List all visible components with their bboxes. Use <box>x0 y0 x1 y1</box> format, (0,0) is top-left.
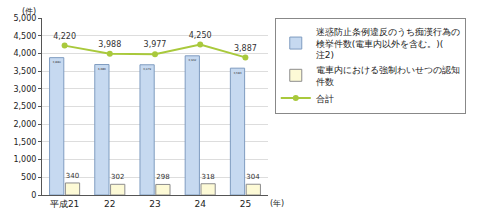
svg-text:電車内における強制わいせつの認知件数: 電車内における強制わいせつの認知件数 <box>316 65 460 87</box>
svg-text:3,679: 3,679 <box>143 67 151 71</box>
svg-text:4,250: 4,250 <box>189 31 212 40</box>
svg-text:4,000: 4,000 <box>13 49 36 58</box>
svg-text:3,583: 3,583 <box>233 71 241 75</box>
svg-text:3,977: 3,977 <box>144 40 167 49</box>
svg-text:4,220: 4,220 <box>53 32 76 41</box>
svg-text:(年): (年) <box>270 199 284 208</box>
svg-text:4,500: 4,500 <box>13 32 36 41</box>
svg-text:3,686: 3,686 <box>98 67 106 71</box>
svg-text:2,500: 2,500 <box>13 102 36 111</box>
svg-text:迷惑防止条例違反のうち痴漢行為の検挙件数(電車内以外を含む。: 迷惑防止条例違反のうち痴漢行為の検挙件数(電車内以外を含む。)(注2) <box>316 27 460 60</box>
svg-text:25: 25 <box>240 199 251 209</box>
svg-text:24: 24 <box>194 199 206 209</box>
svg-text:23: 23 <box>149 199 160 209</box>
svg-text:302: 302 <box>111 173 124 181</box>
svg-text:3,500: 3,500 <box>13 67 36 76</box>
svg-text:0: 0 <box>31 191 36 200</box>
svg-text:3,000: 3,000 <box>13 85 36 94</box>
svg-text:5,000: 5,000 <box>13 14 36 23</box>
svg-text:3,880: 3,880 <box>53 60 61 64</box>
svg-text:3,887: 3,887 <box>234 44 257 53</box>
svg-text:1,500: 1,500 <box>13 138 36 147</box>
svg-text:1,000: 1,000 <box>13 155 36 164</box>
svg-text:平成21: 平成21 <box>50 199 79 209</box>
svg-text:304: 304 <box>246 173 260 181</box>
svg-text:340: 340 <box>66 172 79 180</box>
svg-text:3,988: 3,988 <box>98 40 121 49</box>
svg-text:2,000: 2,000 <box>13 120 36 129</box>
svg-text:318: 318 <box>201 173 214 181</box>
svg-text:22: 22 <box>104 199 115 209</box>
svg-text:298: 298 <box>156 173 169 181</box>
svg-text:(件): (件) <box>22 7 36 16</box>
svg-text:500: 500 <box>21 173 36 182</box>
svg-text:3,932: 3,932 <box>188 58 196 62</box>
svg-text:合計: 合計 <box>316 94 334 104</box>
